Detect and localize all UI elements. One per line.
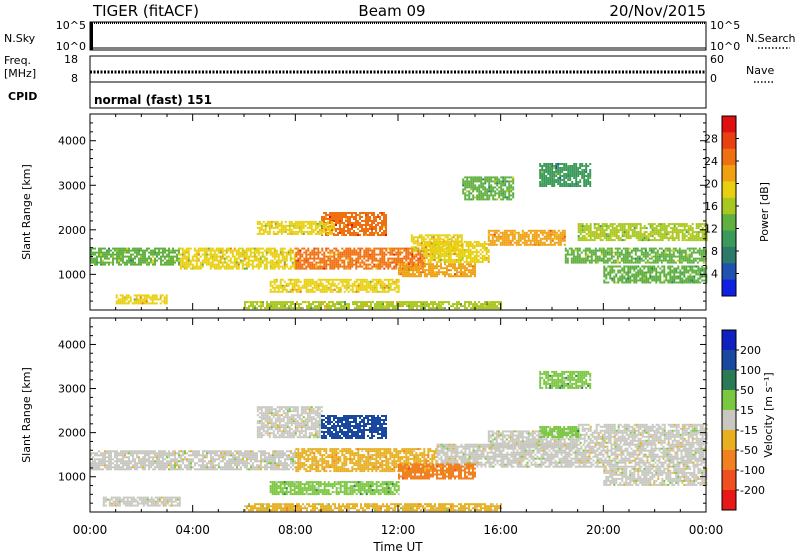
- time-tick-1: 04:00: [175, 523, 210, 537]
- time-tick-0: 00:00: [73, 523, 108, 537]
- velocity-cbar-tick-6: -100: [740, 464, 765, 477]
- power-region-13: [115, 294, 168, 305]
- velocity-ytick-0: 1000: [58, 471, 86, 484]
- power-cbar-tick-5: 24: [704, 155, 718, 168]
- nave-tick-top: 60: [710, 53, 724, 66]
- power-region-0: [90, 247, 180, 266]
- velocity-cbar-tick-0: 200: [740, 344, 761, 357]
- velocity-region-13: [244, 503, 502, 512]
- velocity-ytick-1: 2000: [58, 427, 86, 440]
- velocity-region-9: [539, 426, 580, 438]
- velocity-region-0: [90, 450, 296, 471]
- nsky-tick-top: 10^5: [56, 19, 86, 32]
- date-title: 20/Nov/2015: [609, 2, 706, 20]
- velocity-colorbar-label: Velocity [m s⁻¹]: [762, 372, 775, 457]
- velocity-ytick-3: 4000: [58, 338, 86, 351]
- velocity-colorbar: 200 100 50 15 -15 -50 -100 -200: [721, 329, 765, 511]
- nsky-strip: N.Sky 10^5 10^0 10^5 10^0 N.Search: [4, 19, 796, 53]
- freq-label-line1: Freq.: [4, 54, 31, 67]
- nave-tick-bottom: 0: [710, 72, 717, 85]
- power-region-7: [321, 212, 387, 236]
- freq-tick-top: 18: [64, 53, 78, 66]
- velocity-cbar-tick-1: 100: [740, 364, 761, 377]
- power-regions: [90, 163, 708, 310]
- power-cbar-tick-4: 20: [704, 178, 718, 191]
- velocity-cbar-tick-7: -200: [740, 484, 765, 497]
- power-region-16: [244, 301, 502, 310]
- cpid-label: CPID: [8, 90, 37, 103]
- velocity-axes: 1000 2000 3000 4000: [58, 318, 707, 512]
- cpid-value: normal (fast) 151: [94, 93, 212, 107]
- velocity-regions: [90, 370, 708, 512]
- power-region-8: [256, 220, 335, 235]
- power-region-15: [462, 176, 515, 201]
- velocity-region-8: [269, 481, 400, 496]
- nsearch-label: N.Search: [746, 32, 796, 45]
- nsky-label: N.Sky: [4, 32, 36, 45]
- nsearch-tick-bottom: 10^0: [710, 40, 740, 53]
- velocity-panel: 1000 2000 3000 4000 Slant Range [km] 200 100…: [20, 317, 775, 554]
- time-tick-2: 08:00: [278, 523, 313, 537]
- time-tick-3: 12:00: [381, 523, 416, 537]
- power-cbar-tick-0: 4: [711, 268, 718, 281]
- power-region-1: [179, 247, 296, 270]
- cpid-strip: CPID normal (fast) 151: [8, 81, 707, 109]
- velocity-region-4: [577, 423, 708, 444]
- power-region-9: [410, 234, 463, 253]
- velocity-region-6: [321, 415, 387, 439]
- time-axis-label: Time UT: [372, 540, 423, 554]
- velocity-region-11: [539, 370, 592, 389]
- beam-title: Beam 09: [358, 2, 425, 20]
- nsearch-tick-top: 10^5: [710, 19, 740, 32]
- velocity-region-3: [487, 430, 578, 449]
- velocity-ytick-2: 3000: [58, 383, 86, 396]
- velocity-plot-area: [90, 318, 706, 512]
- power-region-14: [539, 163, 592, 187]
- freq-label-line2: [MHz]: [4, 67, 36, 80]
- velocity-region-12: [102, 496, 181, 507]
- power-ylabel: Slant Range [km]: [20, 164, 33, 260]
- time-axis: 00:00 04:00 08:00 12:00 16:00 20:00 00:00: [73, 523, 724, 537]
- power-ytick-1: 2000: [58, 224, 86, 237]
- power-region-6: [577, 223, 708, 242]
- time-tick-4: 16:00: [483, 523, 518, 537]
- velocity-cbar-tick-4: -15: [740, 424, 758, 437]
- nsky-tick-bottom: 10^0: [56, 40, 86, 53]
- freq-strip: Freq. [MHz] 18 8 60 0 Nave: [4, 53, 774, 85]
- freq-tick-bottom: 8: [71, 72, 78, 85]
- nave-label: Nave: [746, 64, 774, 77]
- power-region-10: [269, 278, 400, 293]
- time-tick-5: 20:00: [586, 523, 621, 537]
- velocity-region-5: [256, 406, 323, 439]
- power-axes: 1000 2000 3000 4000: [58, 114, 707, 310]
- power-cbar-tick-2: 12: [704, 223, 718, 236]
- power-ytick-2: 3000: [58, 179, 86, 192]
- power-ytick-3: 4000: [58, 135, 86, 148]
- velocity-cbar-tick-3: 15: [740, 404, 754, 417]
- velocity-cbar-tick-5: -50: [740, 444, 758, 457]
- power-cbar-tick-3: 16: [704, 200, 718, 213]
- velocity-cbar-tick-2: 50: [740, 384, 754, 397]
- velocity-region-10: [603, 467, 708, 486]
- power-panel: 1000 2000 3000 4000 Slant Range [km] 4 8 12 16…: [20, 113, 771, 311]
- velocity-ylabel: Slant Range [km]: [20, 367, 33, 463]
- power-region-4: [487, 229, 566, 246]
- power-cbar-tick-1: 8: [711, 245, 718, 258]
- power-cbar-tick-6: 28: [704, 133, 718, 146]
- velocity-region-7: [398, 463, 476, 480]
- station-title: TIGER (fitACF): [92, 2, 199, 20]
- power-ytick-0: 1000: [58, 268, 86, 281]
- velocity-region-2: [436, 443, 707, 468]
- time-tick-6: 00:00: [689, 523, 724, 537]
- power-region-5: [564, 247, 707, 264]
- power-colorbar: 4 8 12 16 20 24 28: [704, 115, 739, 297]
- power-region-11: [398, 263, 476, 278]
- power-colorbar-label: Power [dB]: [758, 182, 771, 242]
